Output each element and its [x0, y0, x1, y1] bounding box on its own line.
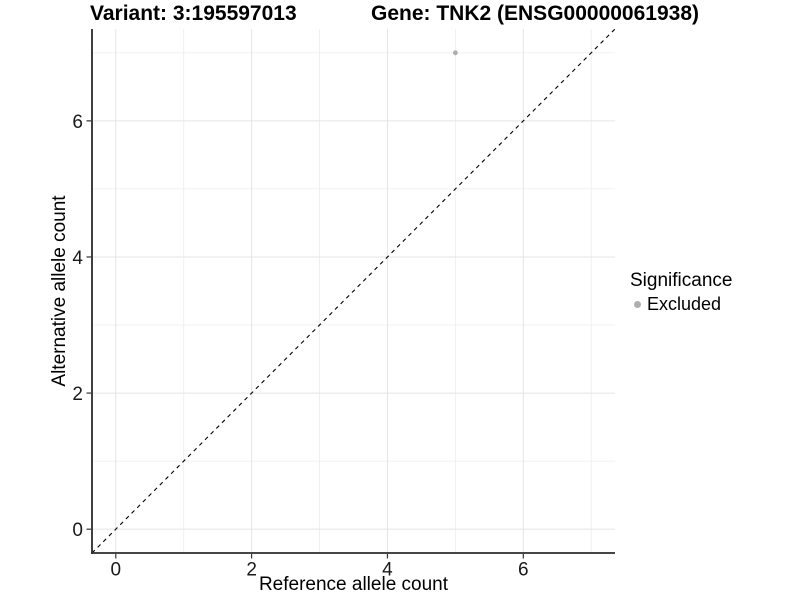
- legend-title: Significance: [630, 270, 733, 291]
- legend-item-excluded: Excluded: [630, 293, 732, 315]
- y-tick-label: 2: [72, 384, 83, 405]
- identity-line: [91, 28, 616, 554]
- x-axis-title: Reference allele count: [258, 574, 449, 595]
- y-tick-label: 4: [72, 248, 83, 269]
- plot-title-variant: Variant: 3:195597013: [90, 2, 297, 25]
- legend-item-label: Excluded: [647, 294, 722, 314]
- y-tick-label: 6: [72, 112, 83, 133]
- x-tick-label: 2: [246, 560, 257, 581]
- legend: Significance Excluded: [630, 268, 732, 315]
- x-tick-label: 6: [518, 560, 529, 581]
- y-axis-title: Alternative allele count: [49, 195, 70, 387]
- y-tick-label: 0: [72, 520, 83, 541]
- x-tick-label: 0: [110, 560, 121, 581]
- legend-point-swatch: [634, 300, 641, 308]
- x-tick-label: 4: [382, 560, 393, 581]
- data-point: [452, 50, 458, 56]
- plot-title-gene: Gene: TNK2 (ENSG00000061938): [371, 2, 699, 25]
